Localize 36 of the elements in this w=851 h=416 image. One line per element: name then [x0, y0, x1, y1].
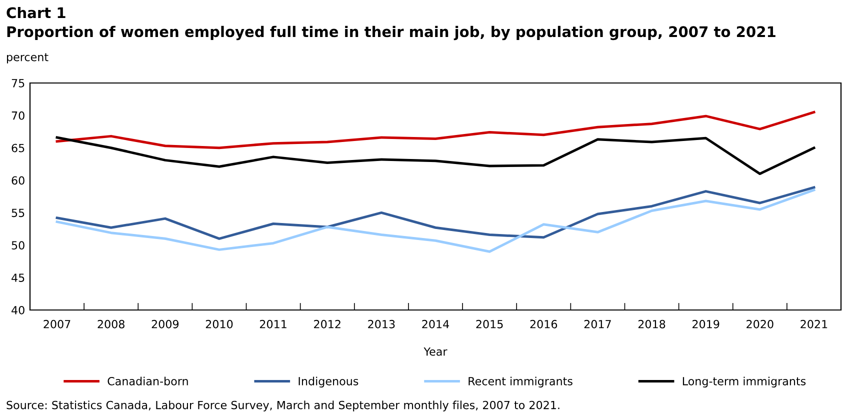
x-tick-label: 2012	[314, 320, 340, 328]
x-tick-label: 2008	[98, 320, 124, 328]
chart-title: Chart 1	[6, 6, 66, 18]
x-tick-label: 2015	[476, 320, 503, 328]
y-tick-label: 70	[12, 111, 24, 120]
x-tick-label: 2011	[260, 320, 286, 328]
legend-label: Canadian-born	[108, 376, 188, 386]
line-series	[56, 186, 816, 240]
x-tick-label: 2021	[800, 320, 828, 328]
x-tick-label: 2014	[422, 320, 450, 328]
x-tick-label: 2010	[206, 320, 233, 328]
x-tick-label: 2009	[152, 320, 179, 328]
y-axis-title: percent	[7, 53, 48, 64]
x-tick-label: 2020	[746, 320, 774, 328]
y-tick-label: 40	[12, 306, 24, 314]
x-tick-label: 2013	[368, 320, 395, 328]
y-tick-label: 45	[12, 274, 24, 282]
line-series	[56, 188, 816, 253]
y-tick-label: 65	[12, 144, 24, 152]
y-tick-label: 50	[12, 241, 24, 250]
x-tick-label: 2017	[584, 320, 611, 328]
chart-subtitle: Proportion of women employed full time in their main job, by population group, 2007 to 2021	[7, 26, 776, 40]
x-tick-label: 2018	[638, 320, 666, 328]
x-tick-label: 2016	[530, 320, 558, 328]
legend-label: Long-term immigrants	[682, 376, 806, 388]
x-tick-label: 2007	[44, 320, 70, 328]
x-tick-label: 2019	[692, 320, 720, 328]
legend-label: Indigenous	[298, 376, 358, 388]
y-tick-label: 75	[12, 79, 24, 88]
line-series	[56, 110, 816, 150]
line-series	[56, 136, 816, 176]
y-tick-label: 60	[12, 176, 24, 185]
y-tick-label: 55	[12, 208, 24, 218]
source-note: Source: Statistics Canada, Labour Force Survey, March and September monthly files, 2007 to 2021.	[6, 400, 560, 412]
legend-label: Recent immigrants	[468, 376, 572, 388]
x-axis-title: Year	[424, 347, 448, 356]
